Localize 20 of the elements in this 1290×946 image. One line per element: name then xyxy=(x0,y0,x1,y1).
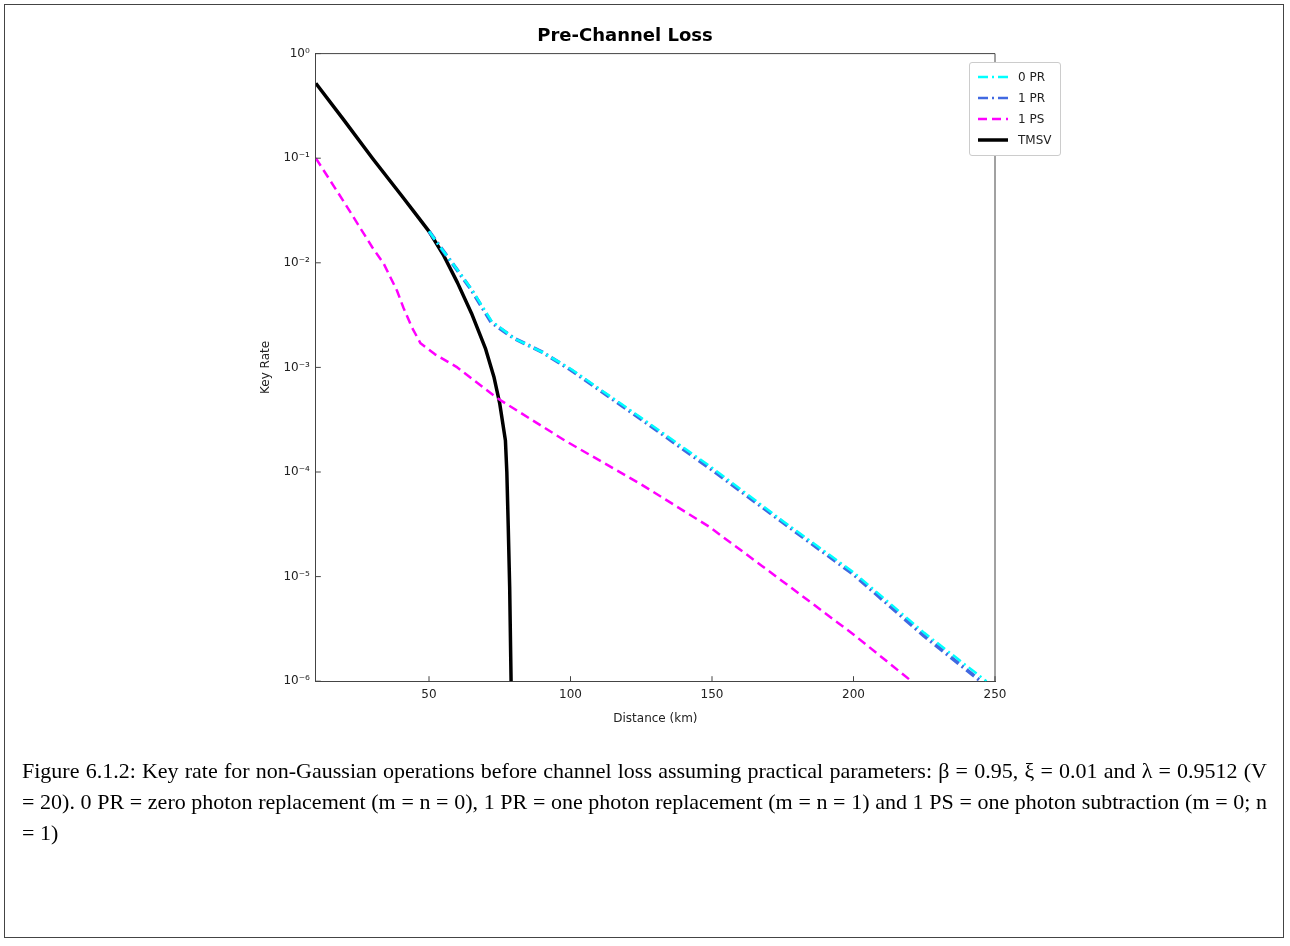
legend-label: TMSV xyxy=(1018,131,1052,149)
y-tick-label: 10⁻² xyxy=(283,254,310,269)
legend-label: 0 PR xyxy=(1018,68,1046,86)
y-tick-label: 10⁻¹ xyxy=(283,150,310,165)
y-axis-title: Key Rate xyxy=(258,340,273,394)
y-tick-label: 10⁻⁴ xyxy=(283,464,310,479)
y-tick-label: 10⁻⁵ xyxy=(283,568,310,583)
x-tick-label: 200 xyxy=(842,686,865,701)
chart-title: Pre-Channel Loss xyxy=(537,24,713,46)
legend-label: 1 PR xyxy=(1018,89,1046,107)
x-tick-label: 50 xyxy=(421,686,437,701)
caption: Figure 6.1.2: Key rate for non-Gaussian operations before channel loss assuming practical parameters: β = 0.95, ξ = 0.01 and λ = 0.9512 (V = 20). 0 PR = zero photon replacement (m = n = 0), 1 PR = one photon replacement (m = n = 1) and 1 PS = one photon subtraction (m = 0; n = 1) xyxy=(22,757,1267,847)
x-tick-label: 250 xyxy=(983,686,1007,701)
y-tick-label: 10⁻⁶ xyxy=(283,673,310,688)
x-axis-title: Distance (km) xyxy=(613,710,698,725)
y-tick-label: 10⁻³ xyxy=(283,359,310,374)
x-tick-label: 100 xyxy=(559,686,582,701)
x-tick-label: 150 xyxy=(700,686,724,701)
legend-label: 1 PS xyxy=(1018,110,1045,128)
y-tick-label: 10⁰ xyxy=(289,45,310,60)
